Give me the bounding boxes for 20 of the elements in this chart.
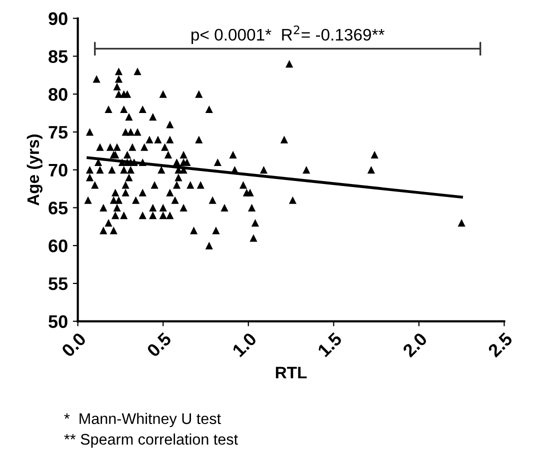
x-tick-label: 2.0 xyxy=(402,332,428,358)
y-tick-label: 85 xyxy=(48,50,68,63)
y-tick-label: 60 xyxy=(48,240,68,252)
y-tick-label: 90 xyxy=(48,12,68,26)
y-axis-title: Age (yrs) xyxy=(26,134,42,206)
text: ** Spearm correlation test xyxy=(64,434,238,448)
x-tick-label: 0.0 xyxy=(60,332,87,358)
x-tick-label: 2.5 xyxy=(487,332,514,358)
text: * Mann-Whitney U test xyxy=(64,412,221,428)
x-axis-title: RTL xyxy=(276,366,307,378)
y-tick-label: 50 xyxy=(48,315,68,328)
x-tick-label: 1.0 xyxy=(232,332,258,358)
y-tick-label: 75 xyxy=(48,126,68,139)
annotation: p< 0.0001* R$^{2}$= -0.1369** xyxy=(192,25,384,44)
y-tick-label: 55 xyxy=(48,278,68,290)
x-tick-label: 0.5 xyxy=(146,332,172,358)
y-tick-label: 70 xyxy=(48,164,68,177)
x-tick-label: 1.5 xyxy=(317,332,343,358)
y-tick-label: 65 xyxy=(48,202,68,214)
y-tick-label: 80 xyxy=(48,88,68,101)
